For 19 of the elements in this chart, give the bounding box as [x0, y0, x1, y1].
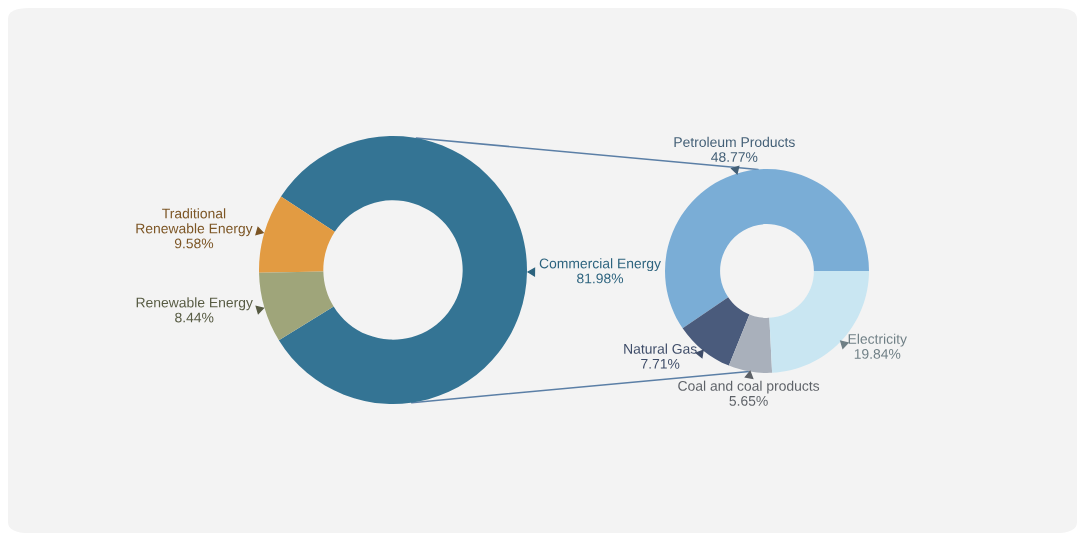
donut-slice	[728, 314, 773, 373]
slice-label: Electricity	[848, 333, 907, 347]
data-label: 9.58%	[174, 238, 214, 249]
slice-label: Traditional Renewable Energy	[136, 208, 253, 237]
slice-label: Renewable Energy	[136, 297, 253, 311]
slice-label: Coal and coal products	[678, 380, 820, 394]
donut-slice	[259, 196, 335, 273]
donut-slice	[665, 169, 869, 329]
data-label: 5.65%	[729, 395, 768, 406]
slice-label: Natural Gas	[624, 343, 697, 354]
slice-label: Commercial Energy	[539, 258, 661, 272]
data-label: 7.71%	[641, 358, 680, 369]
data-label: 8.44%	[175, 312, 214, 323]
slice-label: Petroleum Products	[674, 136, 795, 148]
donut-slice	[259, 271, 334, 341]
data-label: 48.77%	[711, 152, 758, 162]
data-label: 19.84%	[854, 349, 901, 359]
data-label: 81.98%	[577, 273, 624, 284]
donut-slice	[278, 136, 527, 404]
